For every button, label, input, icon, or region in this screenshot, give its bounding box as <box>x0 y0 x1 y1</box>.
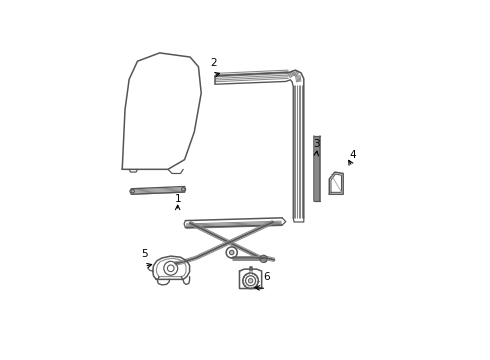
Circle shape <box>248 279 253 283</box>
Text: 3: 3 <box>313 139 319 149</box>
Circle shape <box>229 250 234 255</box>
Text: 2: 2 <box>210 58 217 68</box>
Text: 6: 6 <box>263 271 270 282</box>
Text: 4: 4 <box>349 150 356 159</box>
Text: 5: 5 <box>141 249 147 260</box>
Text: 1: 1 <box>174 194 181 204</box>
